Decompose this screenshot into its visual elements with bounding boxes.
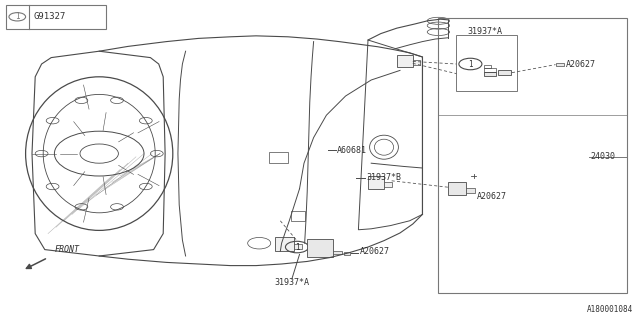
Bar: [498, 70, 511, 75]
Bar: [456, 35, 517, 91]
Text: 31937*A: 31937*A: [275, 278, 309, 287]
Bar: [484, 65, 491, 68]
Text: A180001084: A180001084: [588, 305, 634, 314]
Text: A20627: A20627: [477, 192, 507, 201]
Text: 31937*B: 31937*B: [366, 173, 401, 182]
Text: A20627: A20627: [360, 247, 390, 256]
Bar: [384, 182, 392, 187]
Bar: [6, 5, 106, 29]
Text: 1: 1: [15, 12, 20, 21]
Text: FRONT: FRONT: [54, 245, 79, 254]
Bar: [291, 211, 305, 221]
Bar: [484, 68, 496, 72]
Bar: [448, 182, 466, 195]
Text: 31937*A: 31937*A: [467, 27, 502, 36]
Bar: [466, 188, 475, 193]
Bar: [307, 239, 333, 257]
Bar: [397, 55, 413, 67]
Text: 1: 1: [294, 243, 300, 252]
Bar: [275, 237, 294, 251]
Bar: [333, 251, 342, 254]
Bar: [269, 152, 288, 163]
Text: 1: 1: [468, 60, 473, 68]
Bar: [556, 63, 564, 66]
Text: G91327: G91327: [34, 12, 66, 21]
Bar: [368, 176, 384, 189]
Text: 24030: 24030: [590, 152, 615, 161]
Text: A60681: A60681: [337, 146, 367, 155]
Bar: [294, 244, 302, 249]
Text: A20627: A20627: [566, 60, 596, 68]
Bar: [413, 60, 420, 65]
Bar: [484, 72, 496, 76]
Bar: [438, 18, 627, 293]
Bar: [344, 252, 350, 255]
